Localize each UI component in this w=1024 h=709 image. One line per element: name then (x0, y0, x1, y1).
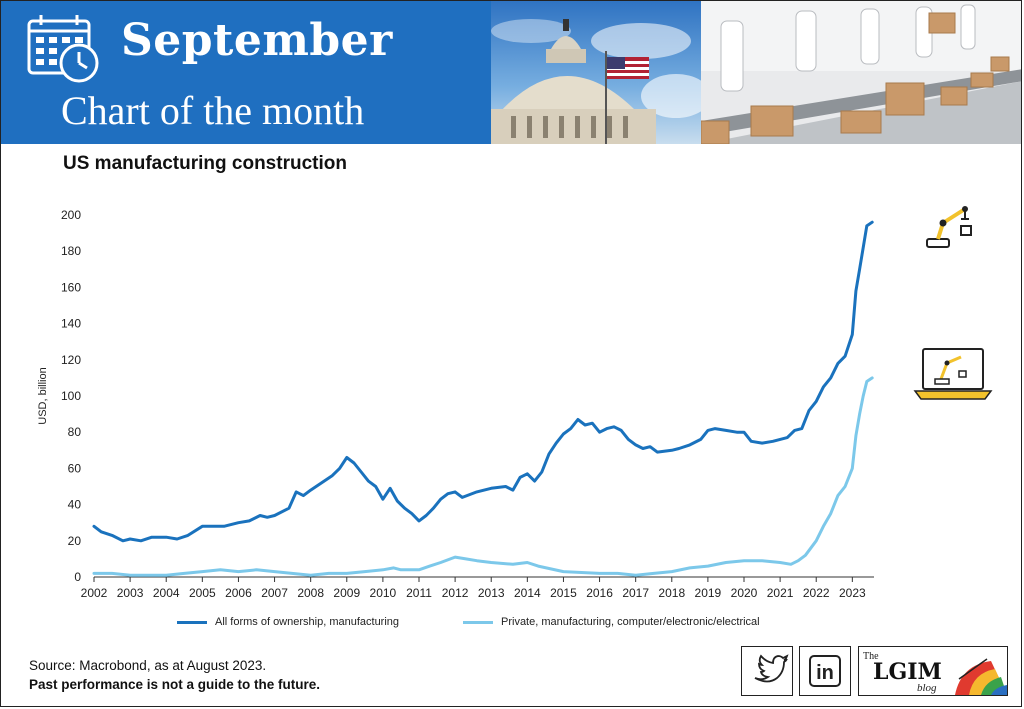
banner-headline: September (121, 15, 393, 66)
legend-swatch-all-forms (177, 620, 207, 624)
source-note: Source: Macrobond, as at August 2023. (29, 658, 267, 673)
x-tick-label-2013: 2013 (478, 586, 505, 600)
capitol-dome-photo (491, 1, 701, 144)
series-line-0 (92, 220, 874, 543)
x-tick-label-2004: 2004 (153, 586, 180, 600)
twitter-button[interactable] (741, 646, 793, 696)
x-tick-label-2007: 2007 (261, 586, 288, 600)
linkedin-label: in (816, 662, 834, 684)
x-tick-label-2016: 2016 (586, 586, 613, 600)
y-tick-label-100: 100 (61, 389, 81, 403)
x-tick-label-2019: 2019 (695, 586, 722, 600)
y-tick-label-180: 180 (61, 244, 81, 258)
legend-label-private: Private, manufacturing, computer/electro… (501, 616, 760, 628)
legend-swatch-private (463, 620, 493, 624)
x-tick-label-2014: 2014 (514, 586, 541, 600)
x-tick-label-2018: 2018 (658, 586, 685, 600)
banner: September Chart of the month (1, 1, 491, 144)
chart-title: US manufacturing construction (63, 153, 347, 174)
blog-word-label: blog (917, 682, 937, 694)
legend-label-all-forms: All forms of ownership, manufacturing (215, 616, 400, 628)
x-tick-label-2010: 2010 (370, 586, 397, 600)
x-tick-label-2003: 2003 (117, 586, 144, 600)
x-tick-label-2021: 2021 (767, 586, 794, 600)
x-tick-label-2011: 2011 (406, 586, 432, 600)
lgim-blog-logo: The LGIM blog (863, 651, 1007, 695)
robot-arm-icon (926, 206, 972, 248)
y-tick-label-80: 80 (68, 425, 82, 439)
calendar-clock-icon (27, 15, 99, 83)
blog-the-label: The (863, 651, 879, 662)
y-tick-label-40: 40 (68, 498, 82, 512)
x-tick-label-2017: 2017 (622, 586, 649, 600)
x-tick-label-2012: 2012 (442, 586, 469, 600)
linkedin-icon: in (809, 655, 841, 687)
y-tick-label-140: 140 (61, 317, 81, 331)
y-tick-label-120: 120 (61, 353, 81, 367)
line-chart: 0 20 40 60 80 100 120 140 160 180 200 2002 2003 2004… (37, 208, 874, 600)
lgim-blog-button[interactable]: The LGIM blog (858, 646, 1008, 696)
x-tick-label-2006: 2006 (225, 586, 252, 600)
banner-subheadline: Chart of the month (61, 88, 365, 133)
twitter-bird-icon (754, 654, 789, 683)
chart-legend: All forms of ownership, manufacturing Pr… (1, 616, 1021, 634)
x-tick-label-2020: 2020 (731, 586, 758, 600)
legend-item-all-forms: All forms of ownership, manufacturing (177, 616, 399, 628)
x-tick-label-2009: 2009 (333, 586, 360, 600)
series-line-1 (92, 376, 874, 577)
x-tick-label-2005: 2005 (189, 586, 216, 600)
disclaimer: Past performance is not a guide to the f… (29, 677, 321, 692)
y-tick-label-20: 20 (68, 534, 82, 548)
robot-laptop-icon (913, 348, 993, 400)
y-tick-label-60: 60 (68, 461, 82, 475)
x-tick-label-2002: 2002 (81, 586, 108, 600)
x-tick-label-2015: 2015 (550, 586, 577, 600)
y-tick-label-200: 200 (61, 208, 81, 222)
y-axis-label: USD, billion (37, 367, 49, 424)
blog-name-label: LGIM (873, 659, 942, 685)
legend-item-private: Private, manufacturing, computer/electro… (463, 616, 760, 628)
x-tick-label-2022: 2022 (803, 586, 830, 600)
factory-robots-photo (701, 1, 1021, 144)
y-tick-label-160: 160 (61, 280, 81, 294)
x-tick-label-2008: 2008 (297, 586, 324, 600)
linkedin-button[interactable]: in (799, 646, 851, 696)
x-tick-label-2023: 2023 (839, 586, 866, 600)
y-tick-label-0: 0 (74, 570, 81, 584)
